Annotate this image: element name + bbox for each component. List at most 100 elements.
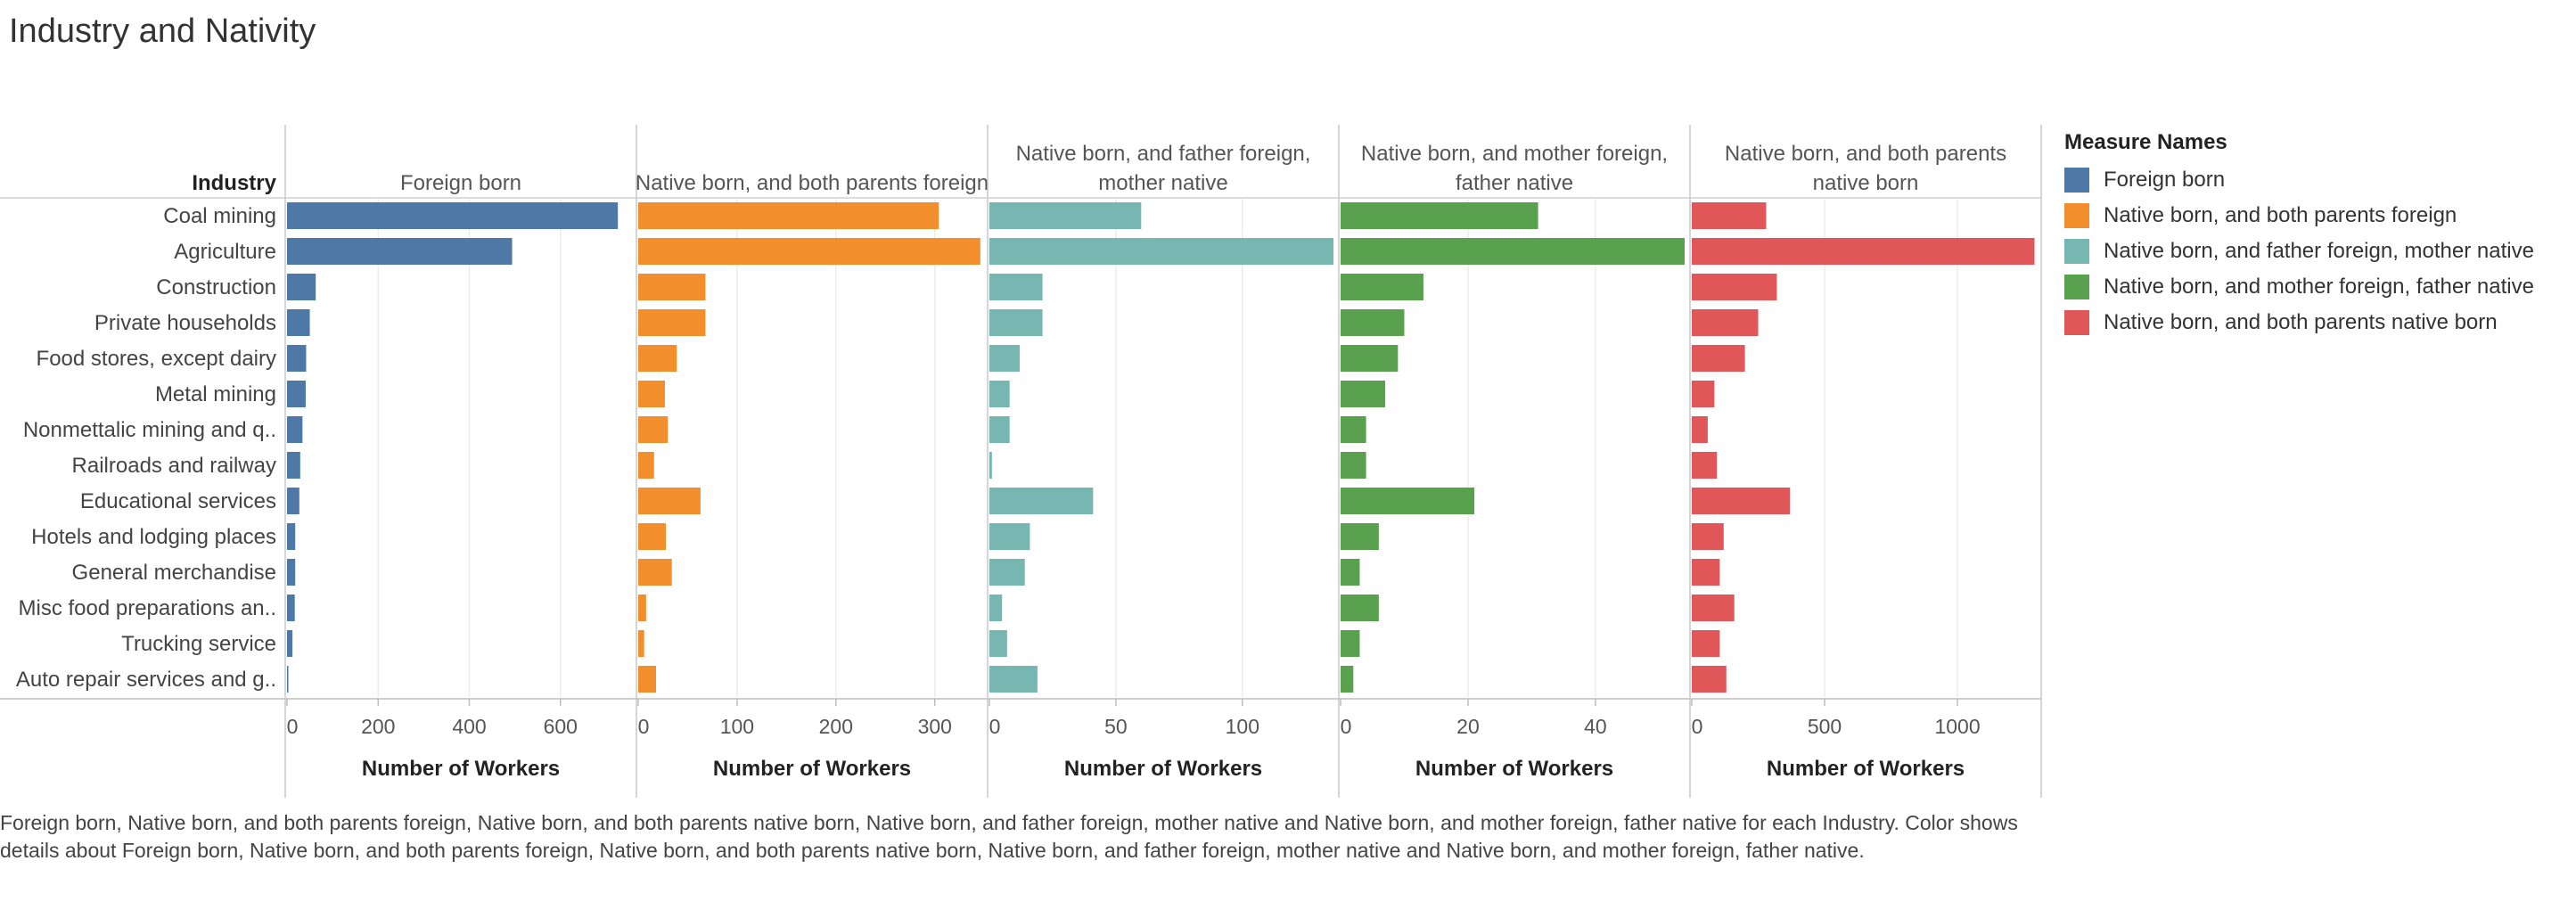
bar[interactable] bbox=[1341, 238, 1685, 265]
legend-item[interactable]: Foreign born bbox=[2064, 162, 2572, 198]
legend-item[interactable]: Native born, and both parents foreign bbox=[2064, 198, 2572, 234]
category-label: Trucking service bbox=[121, 632, 276, 656]
bar[interactable] bbox=[1692, 594, 1735, 621]
bar[interactable] bbox=[1341, 488, 1475, 514]
bar[interactable] bbox=[287, 452, 300, 479]
bar[interactable] bbox=[638, 452, 654, 479]
bar[interactable] bbox=[287, 594, 295, 621]
tick-label: 200 bbox=[361, 715, 395, 738]
category-label: Auto repair services and g.. bbox=[16, 668, 276, 692]
bar[interactable] bbox=[638, 488, 701, 514]
bar[interactable] bbox=[638, 666, 656, 693]
bar[interactable] bbox=[1341, 345, 1399, 372]
bar[interactable] bbox=[1692, 238, 2035, 265]
legend-swatch bbox=[2064, 275, 2089, 299]
bar[interactable] bbox=[1692, 416, 1708, 443]
bar[interactable] bbox=[638, 630, 644, 657]
tick-label: 20 bbox=[1456, 715, 1480, 738]
x-axis-label: Number of Workers bbox=[713, 757, 911, 781]
bar[interactable] bbox=[989, 594, 1003, 621]
bar[interactable] bbox=[1341, 666, 1354, 693]
legend-item[interactable]: Native born, and mother foreign, father … bbox=[2064, 269, 2572, 305]
bar[interactable] bbox=[1341, 559, 1360, 586]
bar[interactable] bbox=[989, 488, 1094, 514]
bar[interactable] bbox=[287, 238, 513, 265]
bar[interactable] bbox=[1341, 523, 1379, 550]
category-label: Metal mining bbox=[155, 382, 276, 406]
bar[interactable] bbox=[287, 559, 296, 586]
legend-label: Foreign born bbox=[2104, 168, 2226, 192]
bar[interactable] bbox=[1692, 488, 1791, 514]
bar[interactable] bbox=[989, 559, 1025, 586]
bar[interactable] bbox=[638, 202, 939, 229]
tick-label: 0 bbox=[638, 715, 650, 738]
bar[interactable] bbox=[989, 523, 1030, 550]
legend-label: Native born, and mother foreign, father … bbox=[2104, 275, 2534, 299]
bar[interactable] bbox=[1692, 630, 1720, 657]
bar[interactable] bbox=[287, 523, 296, 550]
bar[interactable] bbox=[989, 345, 1021, 372]
bar[interactable] bbox=[1692, 381, 1715, 407]
bar[interactable] bbox=[989, 630, 1007, 657]
legend-swatch bbox=[2064, 310, 2089, 335]
bar[interactable] bbox=[287, 381, 306, 407]
tick-label: 0 bbox=[1341, 715, 1352, 738]
bar[interactable] bbox=[1692, 666, 1727, 693]
bar[interactable] bbox=[1341, 381, 1386, 407]
bar[interactable] bbox=[989, 416, 1010, 443]
bar[interactable] bbox=[989, 452, 992, 479]
bar[interactable] bbox=[287, 416, 303, 443]
bar[interactable] bbox=[638, 274, 706, 300]
legend-label: Native born, and father foreign, mother … bbox=[2104, 239, 2534, 263]
bar[interactable] bbox=[638, 523, 667, 550]
bar[interactable] bbox=[287, 202, 619, 229]
bar[interactable] bbox=[1692, 309, 1759, 336]
panel-header: father native bbox=[1456, 171, 1573, 195]
bar[interactable] bbox=[638, 309, 706, 336]
bar[interactable] bbox=[989, 309, 1043, 336]
bar[interactable] bbox=[287, 630, 293, 657]
bar[interactable] bbox=[1692, 274, 1777, 300]
chart-title: Industry and Nativity bbox=[9, 12, 316, 50]
category-label: Hotels and lodging places bbox=[31, 525, 276, 549]
tick-label: 200 bbox=[819, 715, 853, 738]
bar[interactable] bbox=[1341, 274, 1423, 300]
bar[interactable] bbox=[989, 666, 1038, 693]
bar[interactable] bbox=[989, 381, 1010, 407]
panel-header: Native born, and father foreign, bbox=[1016, 142, 1311, 166]
legend-title: Measure Names bbox=[2064, 130, 2227, 154]
tick-label: 500 bbox=[1808, 715, 1842, 738]
legend-item[interactable]: Native born, and both parents native bor… bbox=[2064, 305, 2572, 340]
bar[interactable] bbox=[1341, 416, 1366, 443]
bar[interactable] bbox=[638, 345, 677, 372]
bar[interactable] bbox=[638, 559, 672, 586]
bar[interactable] bbox=[638, 381, 665, 407]
legend-item[interactable]: Native born, and father foreign, mother … bbox=[2064, 234, 2572, 269]
bar[interactable] bbox=[638, 238, 980, 265]
panel-header: Native born, and both parents bbox=[1725, 142, 2006, 166]
bar[interactable] bbox=[989, 274, 1043, 300]
bar[interactable] bbox=[1341, 630, 1360, 657]
bar[interactable] bbox=[989, 238, 1333, 265]
bar[interactable] bbox=[1692, 523, 1724, 550]
bar[interactable] bbox=[1692, 559, 1720, 586]
bar[interactable] bbox=[287, 274, 316, 300]
bar[interactable] bbox=[638, 594, 646, 621]
bar[interactable] bbox=[1692, 452, 1718, 479]
panel-header: Foreign born bbox=[400, 171, 521, 195]
bar[interactable] bbox=[287, 345, 307, 372]
bar[interactable] bbox=[638, 416, 669, 443]
bar[interactable] bbox=[989, 202, 1142, 229]
bar[interactable] bbox=[287, 666, 289, 693]
tick-label: 0 bbox=[287, 715, 299, 738]
bar[interactable] bbox=[287, 309, 310, 336]
bar[interactable] bbox=[1341, 202, 1538, 229]
tick-label: 0 bbox=[1692, 715, 1703, 738]
bar[interactable] bbox=[287, 488, 299, 514]
bar[interactable] bbox=[1341, 309, 1405, 336]
category-label: Nonmettalic mining and q.. bbox=[23, 418, 276, 442]
bar[interactable] bbox=[1692, 345, 1745, 372]
bar[interactable] bbox=[1341, 594, 1379, 621]
bar[interactable] bbox=[1692, 202, 1767, 229]
bar[interactable] bbox=[1341, 452, 1366, 479]
